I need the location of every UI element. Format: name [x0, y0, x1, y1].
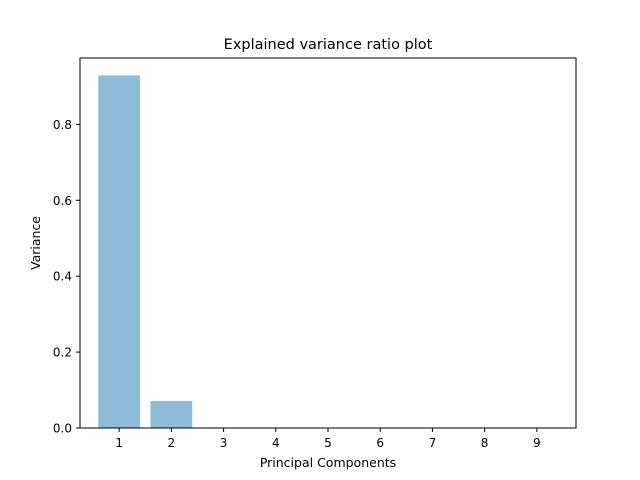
y-tick-label: 0.2 — [53, 346, 72, 360]
bar-2 — [150, 401, 193, 428]
x-tick-label: 4 — [272, 436, 280, 450]
x-tick-label: 8 — [481, 436, 489, 450]
x-axis-ticks: 1 2 3 4 5 6 7 8 9 — [115, 428, 541, 450]
x-tick-label: 1 — [115, 436, 123, 450]
bar-1 — [98, 75, 141, 428]
y-tick-label: 0.4 — [53, 270, 72, 284]
x-tick-label: 6 — [376, 436, 384, 450]
x-tick-label: 5 — [324, 436, 332, 450]
x-axis-label: Principal Components — [260, 455, 396, 470]
chart-title: Explained variance ratio plot — [224, 37, 433, 53]
y-tick-label: 0.6 — [53, 194, 72, 208]
x-tick-label: 2 — [168, 436, 176, 450]
y-tick-label: 0.8 — [53, 118, 72, 132]
x-tick-label: 9 — [533, 436, 541, 450]
plot-frame — [79, 57, 577, 429]
x-tick-label: 7 — [429, 436, 437, 450]
x-tick-label: 3 — [220, 436, 228, 450]
y-tick-label: 0.0 — [53, 422, 72, 436]
y-axis-label: Variance — [28, 216, 43, 270]
y-axis-ticks: 0.0 0.2 0.4 0.6 0.8 — [53, 118, 80, 436]
bars-group — [98, 75, 193, 428]
